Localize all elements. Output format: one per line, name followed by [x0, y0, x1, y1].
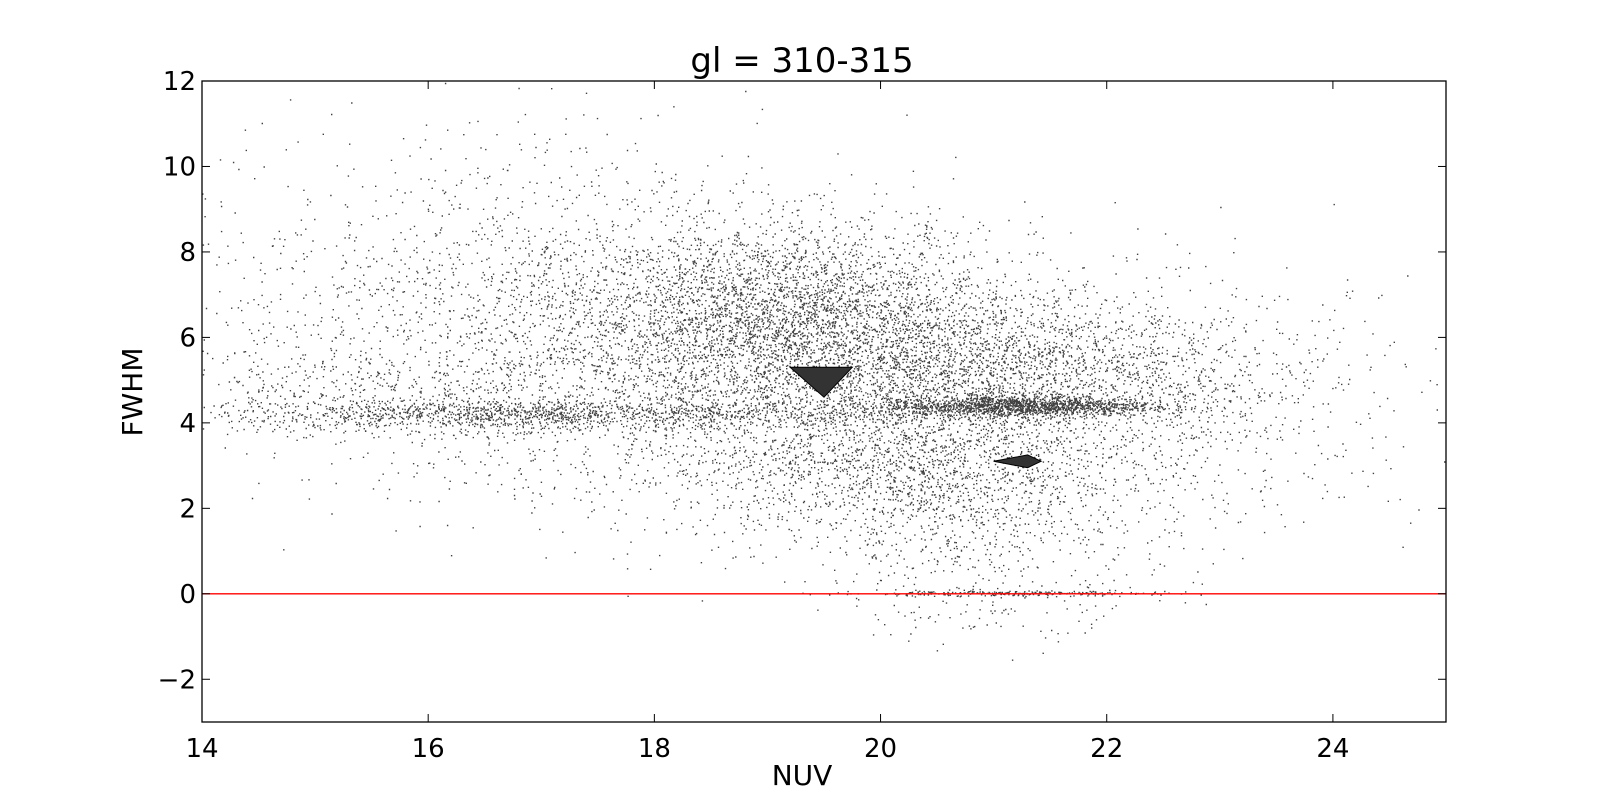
y-tick-label: 12: [163, 67, 196, 97]
x-tick-label: 24: [1316, 734, 1349, 764]
y-tick-label: 10: [163, 152, 196, 182]
y-tick-label: 4: [179, 409, 196, 439]
y-tick-label: 6: [179, 323, 196, 353]
y-axis-label: FWHM: [116, 347, 149, 436]
dense-marker-cluster-1: [788, 366, 854, 398]
x-axis-label: NUV: [772, 759, 833, 792]
chart-title: gl = 310-315: [690, 41, 913, 81]
y-tick-label: 2: [179, 494, 196, 524]
y-tick-label: 8: [179, 238, 196, 268]
plot-frame: [201, 80, 1447, 723]
x-axis-ticks: 14 16 18 20 22 24: [185, 81, 1349, 764]
scatter-points: [202, 82, 1446, 661]
dense-marker-cluster-2: [993, 454, 1043, 469]
x-tick-label: 16: [412, 734, 445, 764]
y-axis-ticks: −2 0 2 4 6 8 10 12: [158, 67, 1446, 695]
x-tick-label: 22: [1090, 734, 1123, 764]
x-tick-label: 20: [864, 734, 897, 764]
y-tick-label: −2: [158, 665, 196, 695]
x-tick-label: 14: [185, 734, 218, 764]
x-tick-label: 18: [638, 734, 671, 764]
y-tick-label: 0: [179, 580, 196, 610]
